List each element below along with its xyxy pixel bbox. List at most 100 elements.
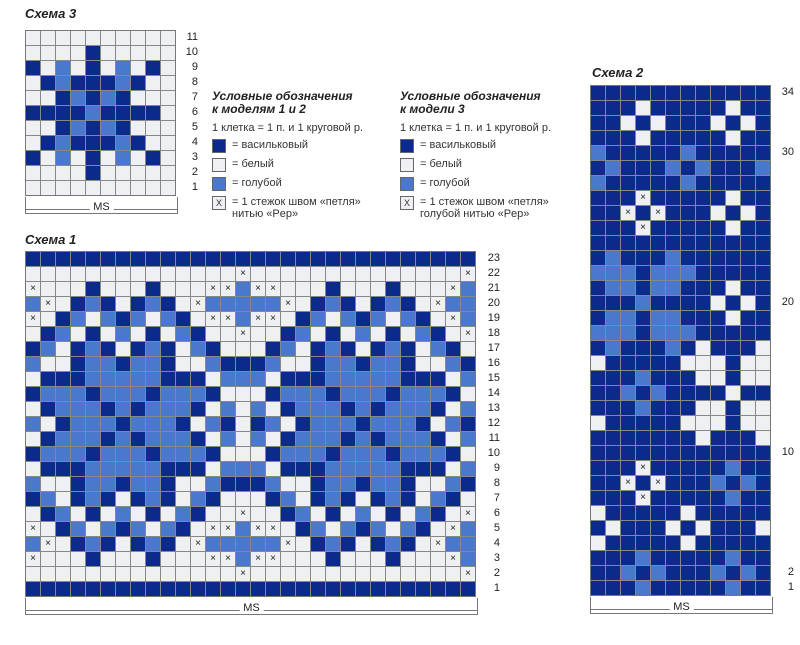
chart-cell	[281, 447, 295, 461]
chart-cell	[711, 206, 725, 220]
chart-cell	[591, 266, 605, 280]
chart-cell	[86, 166, 100, 180]
chart-cell	[71, 106, 85, 120]
chart-cell	[636, 146, 650, 160]
chart-cell	[161, 357, 175, 371]
chart-cell	[71, 297, 85, 311]
chart-cell	[86, 151, 100, 165]
chart-cell	[101, 151, 115, 165]
chart-cell	[386, 282, 400, 296]
chart-cell	[591, 86, 605, 100]
chart-cell	[161, 151, 175, 165]
chart-cell	[386, 507, 400, 521]
chart-cell	[371, 282, 385, 296]
row-number: 30	[781, 146, 794, 158]
chart-cell	[756, 101, 770, 115]
chart-cell	[311, 267, 325, 281]
chart-cell	[341, 507, 355, 521]
chart-cell	[636, 86, 650, 100]
chart-cell	[461, 492, 475, 506]
row-number: 11	[488, 432, 500, 444]
row-number: 3	[191, 151, 198, 163]
schema1-row-numbers: 23 22 21 20 19 18 17 16 15 14 13 12 11 10 9 8 7 6 5 4 3 2 1	[482, 251, 500, 597]
chart-cell	[176, 357, 190, 371]
chart-cell	[726, 161, 740, 175]
chart-cell	[431, 357, 445, 371]
chart-cell	[326, 477, 340, 491]
chart-cell	[236, 312, 250, 326]
chart-cell	[191, 357, 205, 371]
row-number: 7	[493, 492, 500, 504]
chart-cell	[666, 476, 680, 490]
chart-cell	[86, 282, 100, 296]
chart-cell	[176, 432, 190, 446]
chart-cell	[416, 297, 430, 311]
chart-cell	[146, 297, 160, 311]
chart-cell	[101, 357, 115, 371]
chart-cell	[371, 372, 385, 386]
chart-cell	[191, 312, 205, 326]
chart-cell	[311, 462, 325, 476]
chart-cell	[606, 86, 620, 100]
chart-cell	[756, 476, 770, 490]
chart-cell	[666, 461, 680, 475]
chart-cell	[41, 492, 55, 506]
chart-cell	[296, 477, 310, 491]
chart-cell	[446, 372, 460, 386]
chart-cell	[41, 552, 55, 566]
row-number: 2	[787, 566, 794, 578]
chart-cell	[461, 297, 475, 311]
chart-cell	[606, 146, 620, 160]
chart-cell	[636, 551, 650, 565]
chart-cell	[696, 326, 710, 340]
chart-cell	[446, 447, 460, 461]
chart-cell	[161, 372, 175, 386]
chart-cell	[681, 431, 695, 445]
chart-cell	[71, 91, 85, 105]
chart-cell	[326, 552, 340, 566]
chart-cell	[356, 567, 370, 581]
chart-cell	[591, 521, 605, 535]
loop-stitch-cell: ×	[206, 312, 220, 326]
chart-cell	[101, 76, 115, 90]
chart-cell	[161, 567, 175, 581]
chart-cell	[696, 566, 710, 580]
chart-cell	[446, 402, 460, 416]
loop-stitch-cell: ×	[636, 221, 650, 235]
schema3-row-numbers: 11 10 9 8 7 6 5 4 3 2 1	[180, 30, 198, 196]
chart-cell	[326, 297, 340, 311]
chart-cell	[86, 432, 100, 446]
chart-cell	[131, 342, 145, 356]
chart-cell	[356, 447, 370, 461]
chart-cell	[251, 387, 265, 401]
chart-cell	[651, 431, 665, 445]
chart-cell	[326, 372, 340, 386]
chart-cell	[71, 282, 85, 296]
chart-cell	[386, 462, 400, 476]
chart-cell	[666, 356, 680, 370]
chart-cell	[461, 432, 475, 446]
chart-cell	[101, 297, 115, 311]
chart-cell	[146, 357, 160, 371]
chart-cell	[101, 447, 115, 461]
legend-label: = белый	[420, 158, 462, 170]
chart-cell	[726, 521, 740, 535]
chart-cell	[221, 492, 235, 506]
chart-cell	[26, 136, 40, 150]
chart-cell	[681, 491, 695, 505]
chart-cell	[161, 507, 175, 521]
chart-cell	[221, 462, 235, 476]
chart-cell	[416, 477, 430, 491]
chart-cell	[621, 446, 635, 460]
chart-cell	[591, 506, 605, 520]
loop-stitch-cell: ×	[281, 537, 295, 551]
chart-cell	[86, 91, 100, 105]
chart-cell	[371, 357, 385, 371]
schema3-title: Схема 3	[25, 6, 77, 21]
chart-cell	[726, 566, 740, 580]
chart-cell	[41, 267, 55, 281]
chart-cell	[176, 252, 190, 266]
chart-cell	[696, 296, 710, 310]
chart-cell	[651, 266, 665, 280]
chart-cell	[56, 432, 70, 446]
